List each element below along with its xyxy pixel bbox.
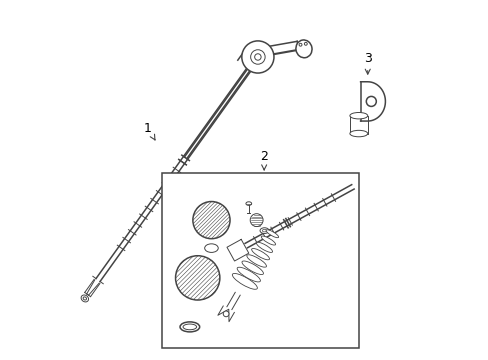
Ellipse shape — [349, 130, 367, 137]
Text: 1: 1 — [144, 122, 155, 140]
Ellipse shape — [265, 230, 278, 238]
Text: 3: 3 — [363, 52, 371, 74]
Ellipse shape — [366, 96, 376, 107]
Ellipse shape — [250, 214, 263, 226]
Text: 2: 2 — [260, 150, 267, 170]
Bar — [162, 173, 358, 348]
Ellipse shape — [304, 42, 306, 45]
Ellipse shape — [256, 242, 272, 252]
Polygon shape — [226, 239, 248, 261]
Ellipse shape — [251, 248, 269, 260]
Ellipse shape — [180, 322, 199, 332]
Ellipse shape — [204, 244, 218, 252]
Ellipse shape — [183, 324, 196, 330]
Ellipse shape — [261, 236, 275, 245]
Ellipse shape — [237, 267, 260, 282]
Polygon shape — [218, 306, 234, 322]
Ellipse shape — [349, 112, 367, 119]
Ellipse shape — [299, 43, 301, 46]
Ellipse shape — [242, 261, 263, 275]
Ellipse shape — [295, 40, 311, 58]
Ellipse shape — [81, 295, 88, 302]
Ellipse shape — [246, 255, 266, 267]
Ellipse shape — [242, 41, 273, 73]
Ellipse shape — [192, 202, 229, 239]
Ellipse shape — [260, 228, 268, 234]
Ellipse shape — [245, 202, 251, 205]
Ellipse shape — [223, 311, 228, 317]
Ellipse shape — [175, 256, 220, 300]
Ellipse shape — [254, 54, 261, 60]
Ellipse shape — [232, 274, 257, 289]
